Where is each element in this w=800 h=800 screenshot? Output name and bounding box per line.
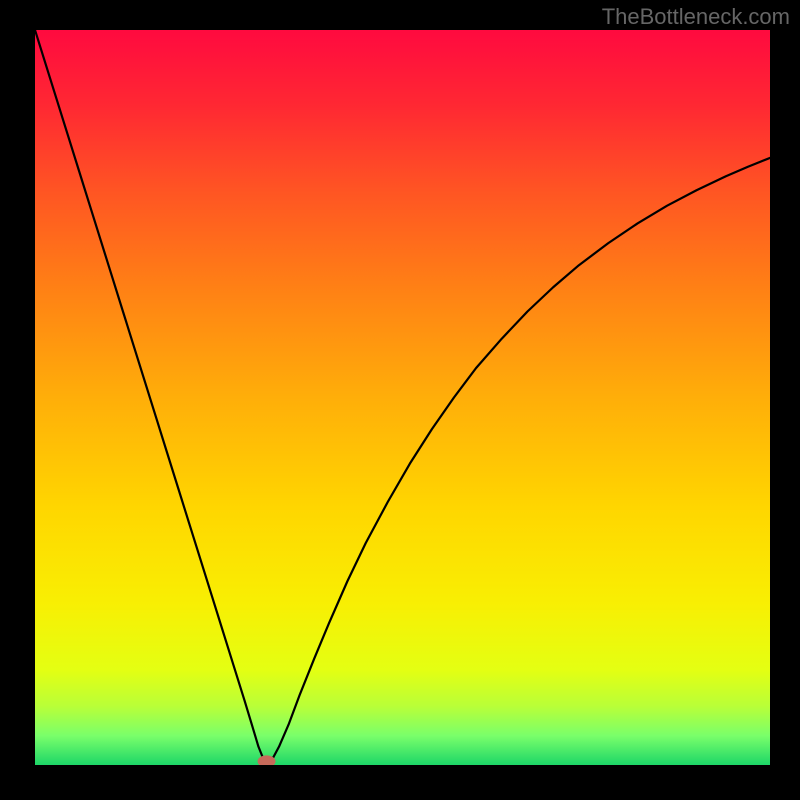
watermark-text: TheBottleneck.com	[602, 4, 790, 30]
plot-area	[35, 30, 770, 765]
gradient-background	[35, 30, 770, 765]
chart-svg	[35, 30, 770, 765]
chart-container: TheBottleneck.com	[0, 0, 800, 800]
